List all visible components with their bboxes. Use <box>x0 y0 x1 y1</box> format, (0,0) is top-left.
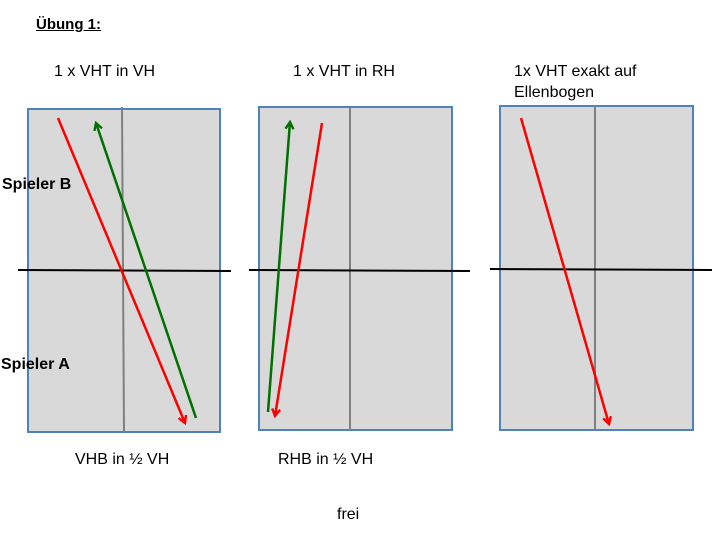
table-2 <box>248 106 471 431</box>
exercise-title: Übung 1: <box>36 16 101 33</box>
table-3-red-arrow <box>519 117 609 424</box>
player-b-label: Spieler B <box>2 176 72 193</box>
table-3 <box>489 105 713 431</box>
table-1-caption: VHB in ½ VH <box>75 451 170 468</box>
table-2-net <box>248 269 471 272</box>
table-1-title: 1 x VHT in VH <box>54 61 155 82</box>
table-3-title-line2: Ellenbogen <box>514 84 595 101</box>
table-3-title-line1: 1x VHT exakt auf <box>514 63 637 80</box>
table-2-green-arrow <box>266 122 290 413</box>
table-2-red-arrow <box>275 122 324 416</box>
table-1-green-arrow <box>96 123 198 419</box>
table-2-title: 1 x VHT in RH <box>293 61 395 82</box>
table-2-title-line1: 1 x VHT in RH <box>293 63 395 80</box>
player-a-label: Spieler A <box>1 356 70 373</box>
table-1-title-line1: 1 x VHT in VH <box>54 63 156 80</box>
table-3-title: 1x VHT exakt auf Ellenbogen <box>514 61 636 103</box>
table-1 <box>17 106 232 433</box>
table-1-red-arrow <box>56 117 185 423</box>
table-2-surface <box>258 106 453 431</box>
table-1-net <box>17 269 232 272</box>
table-2-caption: RHB in ½ VH <box>278 451 374 468</box>
table-3-net <box>489 268 713 271</box>
footer-note: frei <box>337 506 360 523</box>
